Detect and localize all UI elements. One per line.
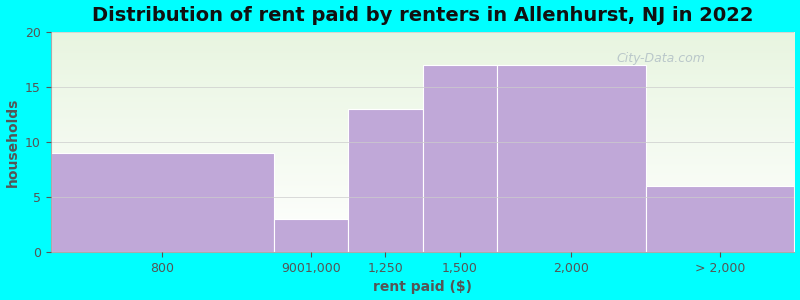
X-axis label: rent paid ($): rent paid ($) [373,280,472,294]
Bar [348,109,422,252]
Bar [646,186,794,252]
Bar [497,65,646,252]
Bar [274,219,348,252]
Title: Distribution of rent paid by renters in Allenhurst, NJ in 2022: Distribution of rent paid by renters in … [92,6,754,25]
Y-axis label: households: households [6,97,19,187]
Bar [422,65,497,252]
Bar [50,153,274,252]
Text: City-Data.com: City-Data.com [616,52,705,64]
